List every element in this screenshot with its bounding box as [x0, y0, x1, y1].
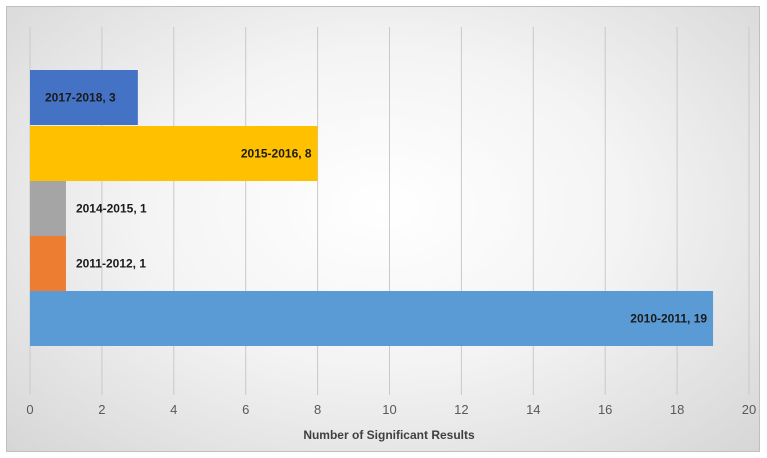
- x-tick-label: 10: [382, 402, 396, 417]
- bar-2011-2012: [30, 236, 66, 291]
- data-label-2014-2015: 2014-2015, 1: [76, 202, 147, 216]
- data-label-2011-2012: 2011-2012, 1: [76, 257, 146, 271]
- x-tick-label: 12: [454, 402, 468, 417]
- x-tick-label: 4: [170, 402, 177, 417]
- bar-2017-2018: [30, 70, 138, 125]
- chart-area: 2010-2011, 19 2011-2012, 1 2014-2015, 1 201…: [6, 6, 760, 452]
- data-label-2010-2011: 2010-2011, 19: [630, 312, 707, 326]
- x-tick-label: 2: [98, 402, 105, 417]
- x-tick-label: 6: [242, 402, 249, 417]
- x-tick-label: 18: [670, 402, 684, 417]
- x-axis-title: Number of Significant Results: [303, 428, 475, 442]
- bar-2014-2015: [30, 181, 66, 236]
- bar-2015-2016: [30, 126, 318, 181]
- x-tick-label: 0: [26, 402, 33, 417]
- x-tick-label: 14: [526, 402, 540, 417]
- data-label-2015-2016: 2015-2016, 8: [241, 147, 312, 161]
- x-axis-ticks: 0 2 4 6 8 10 12 14 16 18 20: [26, 402, 756, 417]
- data-labels: 2010-2011, 19 2011-2012, 1 2014-2015, 1 201…: [45, 91, 707, 326]
- bars: [30, 70, 714, 346]
- x-tick-label: 16: [598, 402, 612, 417]
- x-tick-label: 20: [742, 402, 756, 417]
- x-tick-label: 8: [314, 402, 321, 417]
- data-label-2017-2018: 2017-2018, 3: [45, 91, 116, 105]
- bar-2010-2011: [30, 291, 714, 346]
